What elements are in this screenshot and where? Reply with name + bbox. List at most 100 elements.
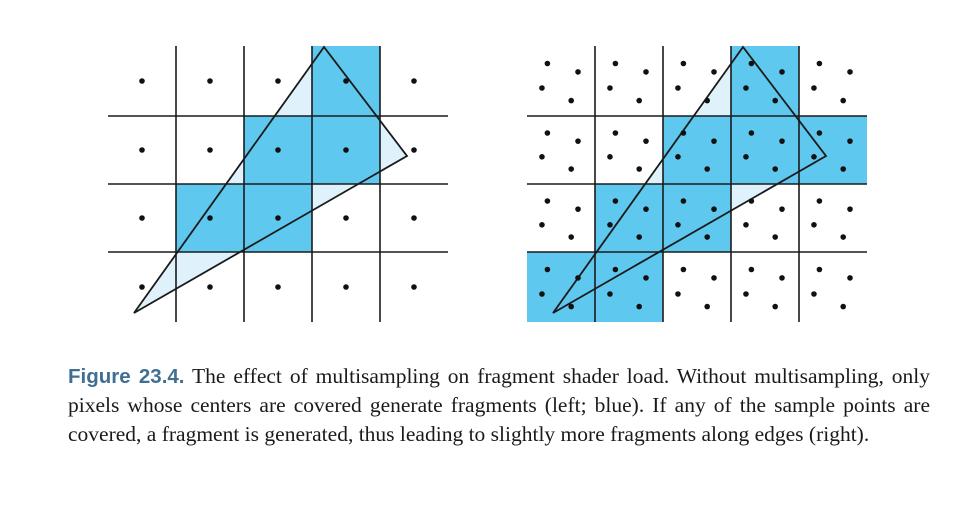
sample-point xyxy=(847,138,853,144)
sample-point xyxy=(816,130,823,136)
sample-point xyxy=(568,234,574,240)
sample-point xyxy=(772,234,778,240)
covered-pixel-overlay xyxy=(731,46,799,116)
sample-point xyxy=(568,303,574,310)
sample-point xyxy=(675,154,681,160)
sample-point xyxy=(816,266,823,273)
sample-point xyxy=(568,97,574,104)
covered-pixel-overlay xyxy=(663,184,731,252)
right-panel-with-multisampling xyxy=(527,45,867,322)
covered-pixel-overlay xyxy=(595,184,663,252)
sample-point xyxy=(748,60,755,67)
caption-text: The effect of multisampling on fragment … xyxy=(68,364,930,446)
sample-point xyxy=(772,303,778,310)
sample-point xyxy=(612,130,619,136)
left-panel-without-multisampling xyxy=(108,45,448,322)
covered-pixel-overlay xyxy=(527,252,595,322)
sample-point xyxy=(748,130,755,136)
sample-point xyxy=(411,147,417,153)
sample-point xyxy=(207,78,213,84)
sample-point xyxy=(636,97,642,104)
sample-point xyxy=(411,78,417,84)
sample-point xyxy=(643,275,649,281)
sample-point xyxy=(811,85,817,91)
sample-point xyxy=(704,97,710,104)
sample-point xyxy=(811,154,817,160)
sample-point xyxy=(743,154,749,160)
sample-point xyxy=(772,166,778,172)
sample-point xyxy=(539,291,545,297)
sample-point xyxy=(207,284,213,290)
sample-point xyxy=(544,266,551,273)
sample-point xyxy=(847,206,853,212)
covered-pixel-overlay xyxy=(663,116,731,184)
sample-point xyxy=(675,291,681,297)
sample-point xyxy=(139,147,145,153)
covered-pixel-overlay xyxy=(799,116,867,184)
sample-point xyxy=(704,303,710,310)
caption-label: Figure 23.4. xyxy=(68,365,185,388)
sample-point xyxy=(779,138,785,144)
sample-point xyxy=(607,291,613,297)
sample-point xyxy=(811,291,817,297)
sample-point xyxy=(544,198,551,204)
sample-point xyxy=(816,198,823,204)
sample-point xyxy=(743,291,749,297)
covered-pixel-overlay xyxy=(731,116,799,184)
sample-point xyxy=(779,69,785,75)
sample-point xyxy=(568,166,574,172)
sample-point xyxy=(612,266,619,273)
sample-point xyxy=(711,275,717,281)
sample-point xyxy=(643,138,649,144)
sample-point xyxy=(636,234,642,240)
sample-point xyxy=(275,284,281,290)
sample-point xyxy=(680,60,687,67)
sample-point xyxy=(139,215,145,221)
sample-point xyxy=(607,85,613,91)
sample-point xyxy=(811,222,817,228)
sample-point xyxy=(343,284,349,290)
sample-point xyxy=(207,147,213,153)
sample-point xyxy=(772,97,778,104)
sample-point xyxy=(779,206,785,212)
sample-point xyxy=(748,198,755,204)
sample-point xyxy=(411,284,417,290)
sample-point xyxy=(575,206,581,212)
sample-point xyxy=(743,85,749,91)
sample-point xyxy=(840,303,846,310)
sample-point xyxy=(539,154,545,160)
sample-point xyxy=(139,78,145,84)
sample-point xyxy=(275,78,281,84)
sample-point xyxy=(636,303,642,310)
sample-point xyxy=(575,138,581,144)
sample-point xyxy=(675,85,681,91)
sample-point xyxy=(711,138,717,144)
sample-point xyxy=(840,97,846,104)
sample-point xyxy=(544,130,551,136)
sample-point xyxy=(544,60,551,67)
triangle-outline xyxy=(133,45,409,314)
sample-point xyxy=(704,234,710,240)
sample-point xyxy=(207,215,213,221)
sample-point xyxy=(343,147,349,153)
sample-point xyxy=(840,234,846,240)
sample-point xyxy=(643,206,649,212)
sample-point xyxy=(612,60,619,67)
sample-point xyxy=(711,206,717,212)
triangle-outline xyxy=(552,45,828,314)
sample-point xyxy=(636,166,642,172)
figure-caption: Figure 23.4. The effect of multisampling… xyxy=(68,362,930,449)
sample-point xyxy=(275,215,281,221)
sample-point xyxy=(675,222,681,228)
sample-point xyxy=(539,85,545,91)
sample-point xyxy=(343,215,349,221)
sample-point xyxy=(139,284,145,290)
sample-point xyxy=(612,198,619,204)
sample-point xyxy=(680,266,687,273)
sample-point xyxy=(816,60,823,67)
sample-point xyxy=(704,166,710,172)
sample-point xyxy=(743,222,749,228)
sample-point xyxy=(847,275,853,281)
sample-point xyxy=(840,166,846,172)
